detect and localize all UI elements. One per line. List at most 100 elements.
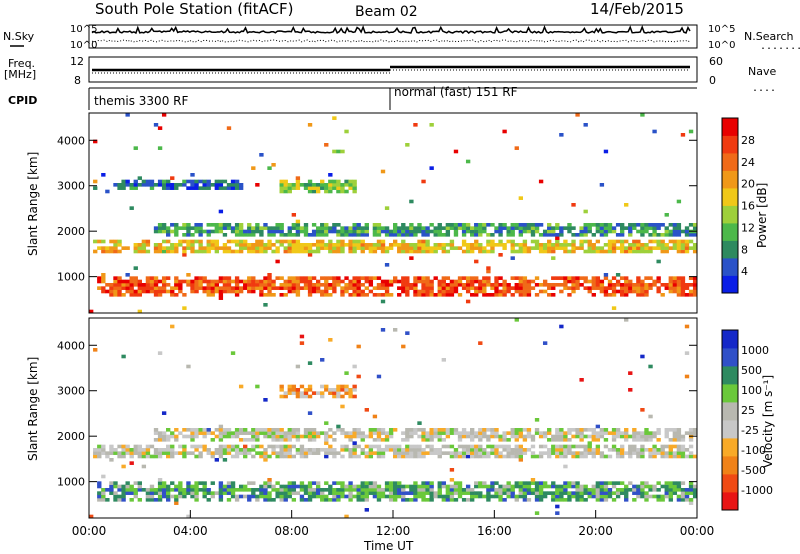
heatmap-cell — [324, 243, 329, 247]
heatmap-cell — [178, 444, 183, 449]
heatmap-cell — [125, 179, 130, 184]
heatmap-cell — [664, 481, 669, 485]
heatmap-cell — [437, 481, 442, 485]
heatmap-cell — [186, 243, 191, 247]
heatmap-cell — [522, 283, 528, 287]
heatmap-cell — [247, 246, 252, 250]
heatmap-cell — [226, 491, 232, 495]
heatmap-cell — [437, 431, 442, 435]
heatmap-cell — [656, 488, 661, 492]
heatmap-cell — [628, 226, 633, 230]
heatmap-cell — [591, 431, 596, 435]
heatmap-cell — [437, 283, 442, 287]
heatmap-cell — [615, 454, 621, 459]
heatmap-cell — [482, 279, 487, 284]
heatmap-cell — [417, 276, 422, 280]
heatmap-cell — [478, 491, 483, 495]
heatmap-cell — [453, 229, 459, 234]
heatmap-cell — [271, 434, 276, 439]
heatmap-cell — [425, 491, 430, 495]
heatmap-cell — [324, 388, 329, 392]
heatmap-cell — [174, 246, 179, 250]
heatmap-cell — [311, 249, 317, 254]
heatmap-cell — [275, 223, 280, 227]
heatmap-cell — [210, 283, 215, 287]
heatmap-cell — [328, 276, 333, 280]
heatmap-cell — [542, 249, 548, 254]
heatmap-cell — [514, 451, 519, 455]
heatmap-cell — [449, 226, 455, 230]
heatmap-cell — [445, 484, 451, 489]
heatmap-cell — [461, 283, 467, 287]
heatmap-cell — [571, 491, 576, 495]
heatmap-cell — [117, 293, 122, 297]
heatmap-cell — [109, 444, 114, 449]
heatmap-cell — [259, 428, 264, 432]
heatmap-cell — [89, 514, 94, 519]
heatmap-cell — [299, 494, 305, 499]
heatmap-cell — [376, 488, 382, 492]
heatmap-cell — [490, 223, 495, 227]
heatmap-cell — [441, 428, 446, 432]
heatmap-cell — [644, 431, 649, 435]
heatmap-cell — [417, 434, 422, 439]
heatmap-cell — [295, 428, 301, 432]
heatmap-cell — [129, 461, 134, 465]
heatmap-cell — [680, 276, 686, 280]
velocity-colorbar-label: Velocity [m s⁻¹] — [761, 375, 775, 468]
velocity-colorbar-swatch — [722, 492, 738, 511]
heatmap-cell — [664, 491, 669, 495]
heatmap-cell — [328, 189, 333, 194]
heatmap-cell — [344, 286, 349, 290]
heatmap-cell — [234, 283, 240, 287]
heatmap-cell — [656, 233, 661, 237]
heatmap-cell — [315, 289, 321, 294]
heatmap-cell — [551, 434, 556, 439]
heatmap-cell — [628, 283, 633, 287]
heatmap-cell — [149, 286, 155, 290]
heatmap-cell — [555, 498, 560, 502]
heatmap-cell — [259, 286, 264, 290]
date-label: 14/Feb/2015 — [590, 0, 684, 18]
heatmap-cell — [238, 289, 244, 294]
heatmap-cell — [465, 283, 471, 287]
power-colorbar-tick-label: 8 — [741, 243, 748, 256]
heatmap-cell — [299, 286, 305, 290]
power-colorbar-swatch — [722, 118, 738, 136]
heatmap-cell — [676, 286, 682, 290]
heatmap-cell — [324, 289, 329, 294]
heatmap-cell — [243, 246, 248, 250]
heatmap-cell — [445, 233, 451, 237]
heatmap-cell — [595, 276, 601, 280]
heatmap-cell — [567, 279, 572, 284]
heatmap-cell — [364, 233, 369, 237]
heatmap-cell — [405, 283, 410, 287]
heatmap-cell — [117, 289, 122, 294]
heatmap-cell — [478, 279, 483, 284]
heatmap-cell — [299, 444, 305, 449]
heatmap-cell — [307, 498, 313, 502]
heatmap-cell — [688, 223, 694, 227]
heatmap-cell — [178, 451, 183, 455]
heatmap-cell — [247, 289, 252, 294]
heatmap-cell — [676, 444, 682, 449]
heatmap-cell — [409, 229, 414, 234]
heatmap-cell — [166, 491, 171, 495]
heatmap-cell — [352, 246, 357, 250]
heatmap-cell — [461, 229, 467, 234]
heatmap-cell — [425, 434, 430, 439]
heatmap-cell — [611, 239, 617, 244]
heatmap-cell — [449, 491, 455, 495]
heatmap-cell — [133, 146, 138, 150]
heatmap-cell — [360, 249, 365, 254]
heatmap-cell — [251, 276, 256, 280]
heatmap-cell — [567, 276, 572, 280]
heatmap-cell — [429, 229, 434, 234]
heatmap-cell — [474, 431, 479, 435]
heatmap-cell — [542, 229, 548, 234]
heatmap-cell — [307, 293, 313, 297]
heatmap-cell — [206, 491, 211, 495]
heatmap-cell — [498, 494, 503, 499]
heatmap-cell — [332, 454, 337, 459]
heatmap-cell — [263, 488, 268, 492]
